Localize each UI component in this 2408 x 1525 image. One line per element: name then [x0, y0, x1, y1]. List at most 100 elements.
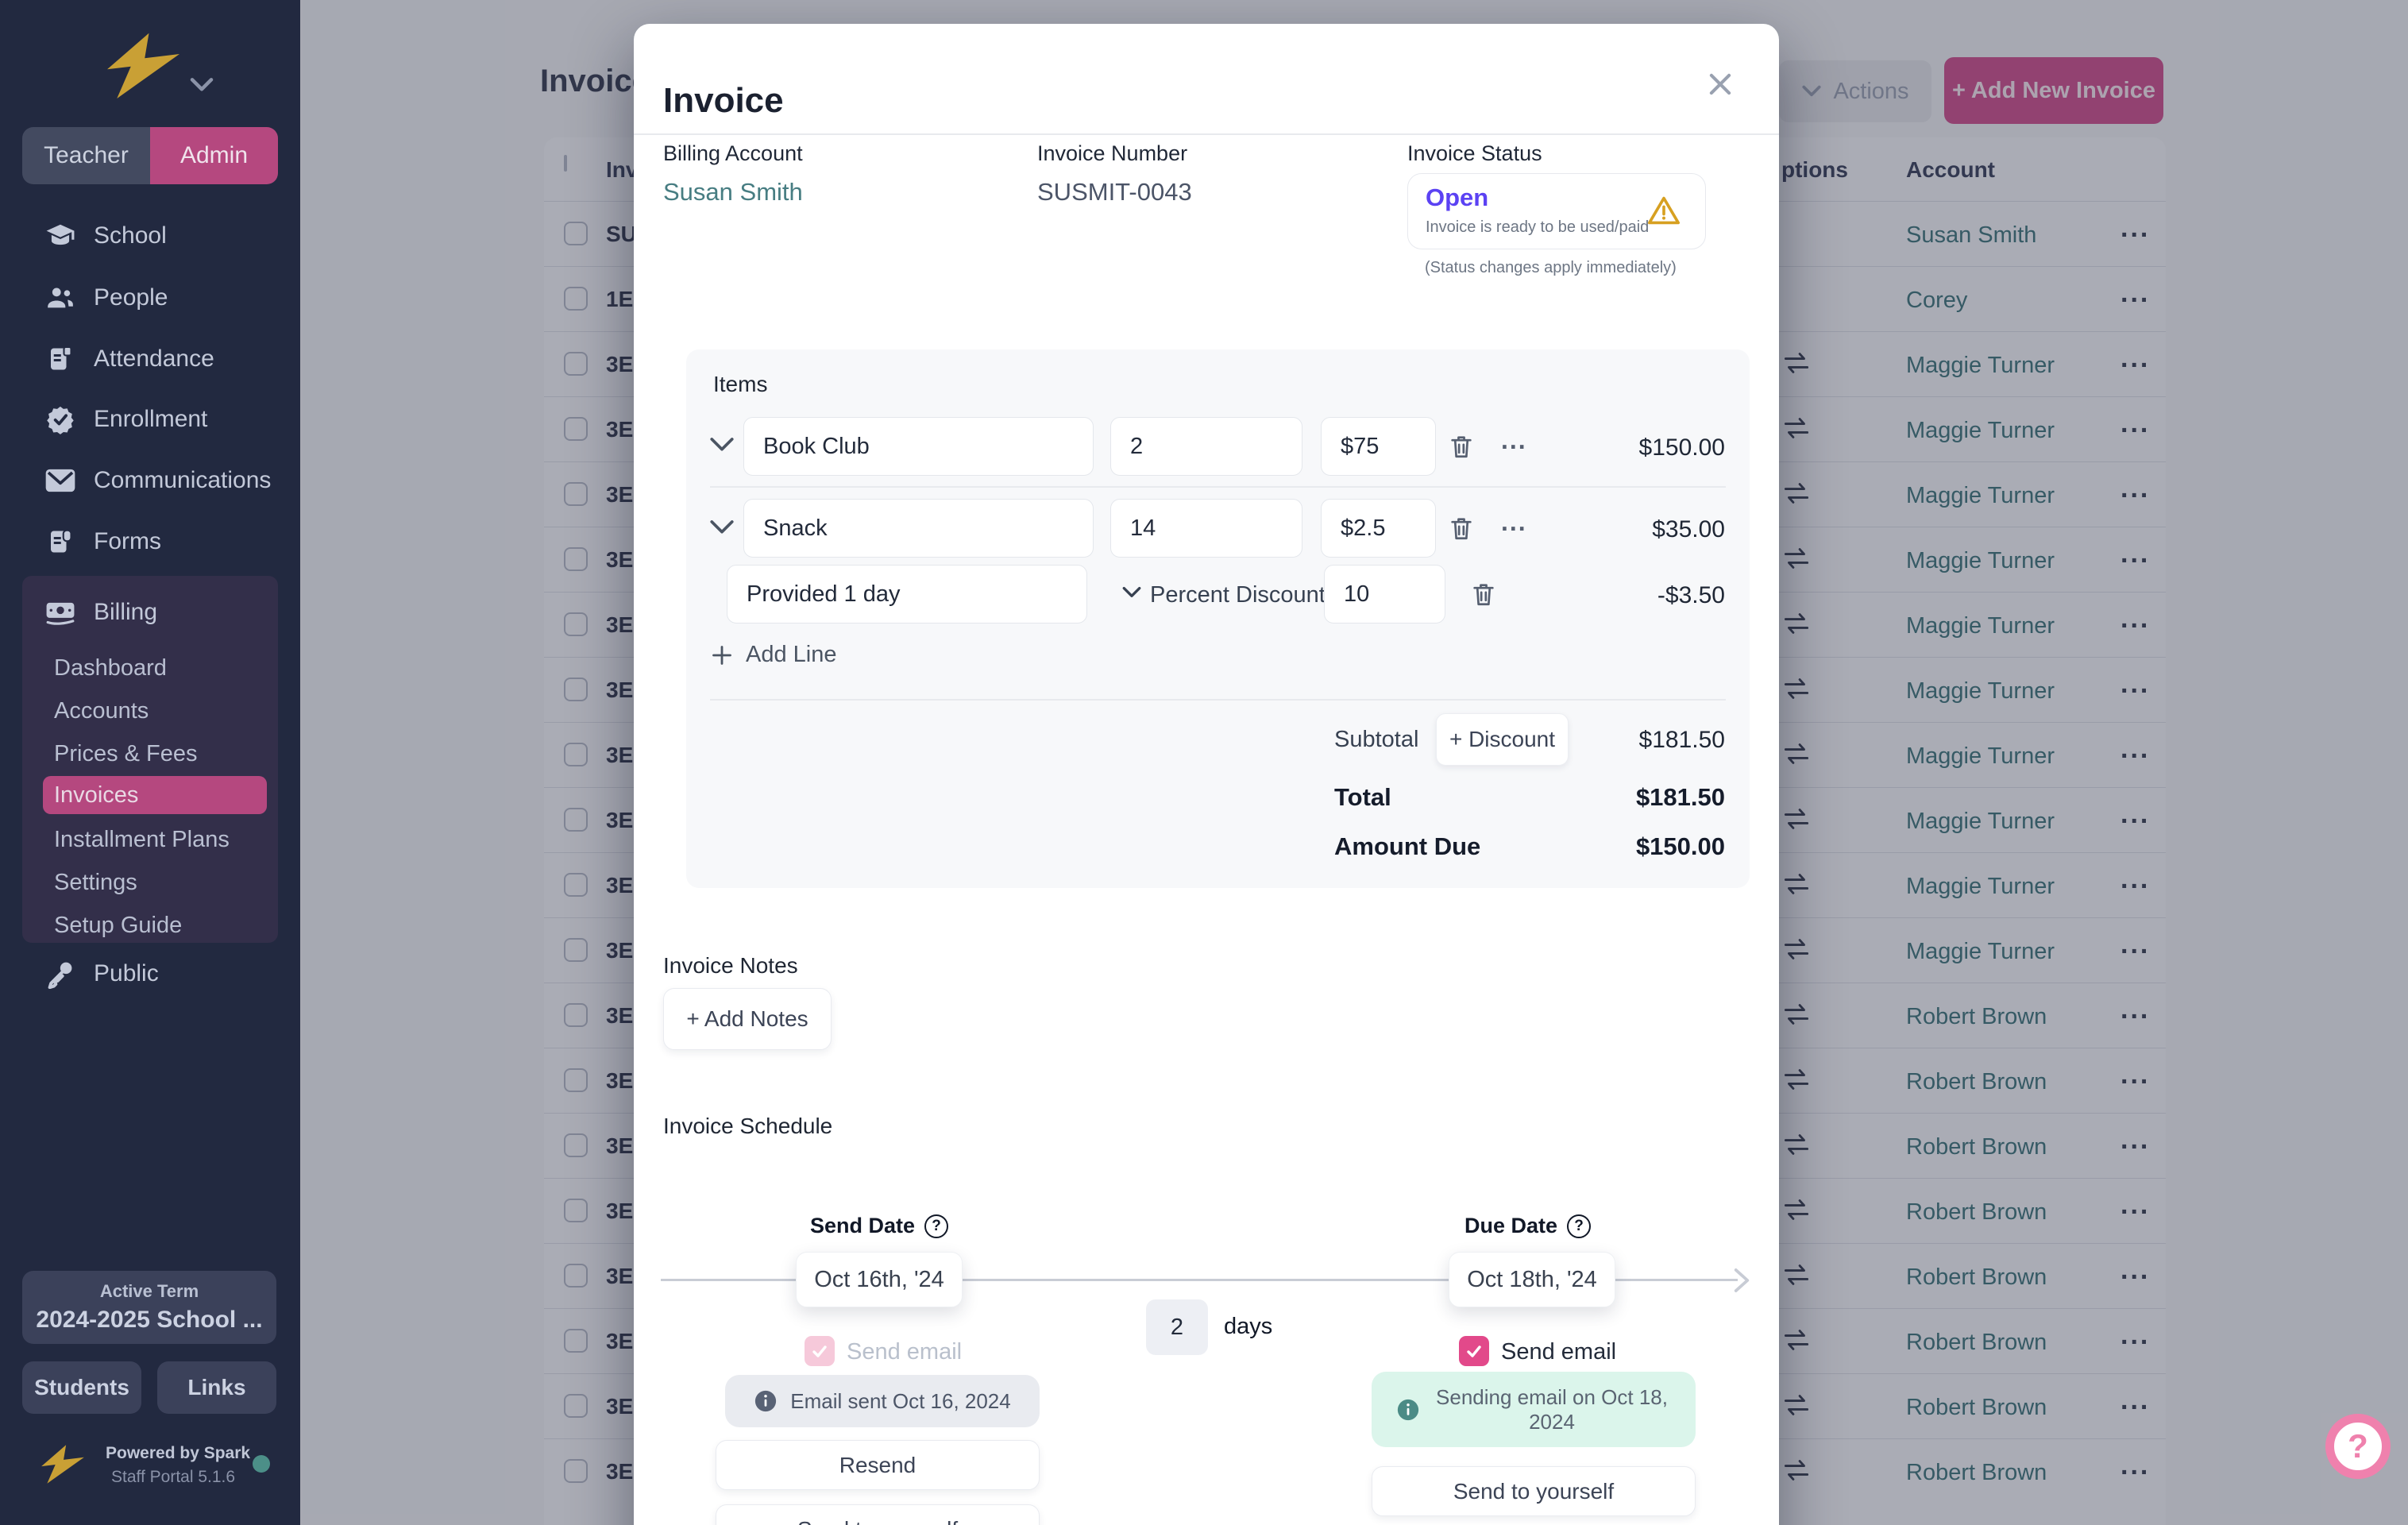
item-qty-input[interactable]	[1110, 499, 1302, 558]
role-toggle[interactable]: Teacher Admin	[22, 127, 278, 184]
row-account-link[interactable]: Maggie Turner	[1906, 678, 2055, 704]
row-checkbox[interactable]	[564, 222, 588, 245]
sidebar-item-installment-plans[interactable]: Installment Plans	[54, 826, 230, 852]
sidebar-item-prices-fees[interactable]: Prices & Fees	[54, 740, 198, 766]
row-checkbox[interactable]	[564, 1199, 588, 1222]
add-line-button[interactable]: Add Line	[711, 642, 837, 668]
item-expand-icon[interactable]	[708, 518, 735, 537]
row-checkbox[interactable]	[564, 1264, 588, 1288]
row-account-link[interactable]: Maggie Turner	[1906, 613, 2055, 639]
trash-icon[interactable]	[1445, 512, 1477, 544]
row-menu-button[interactable]: ...	[2121, 473, 2151, 504]
row-checkbox[interactable]	[564, 1394, 588, 1418]
row-account-link[interactable]: Maggie Turner	[1906, 809, 2055, 834]
row-checkbox[interactable]	[564, 417, 588, 441]
discount-type-label[interactable]: Percent Discount	[1150, 582, 1326, 608]
row-menu-button[interactable]: ...	[2121, 213, 2151, 243]
help-icon[interactable]: ?	[924, 1214, 949, 1238]
row-account-link[interactable]: Maggie Turner	[1906, 548, 2055, 573]
days-gap-input[interactable]	[1146, 1299, 1208, 1355]
row-menu-button[interactable]: ...	[2121, 929, 2151, 959]
row-checkbox[interactable]	[564, 1133, 588, 1157]
billing-account-link[interactable]: Susan Smith	[663, 178, 803, 206]
row-checkbox[interactable]	[564, 482, 588, 506]
row-checkbox[interactable]	[564, 1459, 588, 1483]
row-menu-button[interactable]: ...	[2121, 408, 2151, 438]
trash-icon[interactable]	[1445, 430, 1477, 462]
sidebar-item-communications[interactable]: Communications	[0, 457, 300, 504]
send-to-yourself-button[interactable]: Send to yourself	[1372, 1466, 1696, 1516]
table-row[interactable]: 3E Maggie Turner ...	[544, 917, 2166, 983]
trash-icon[interactable]	[1468, 578, 1499, 610]
item-price-input[interactable]	[1321, 499, 1436, 558]
row-checkbox[interactable]	[564, 287, 588, 311]
row-checkbox[interactable]	[564, 678, 588, 701]
row-menu-button[interactable]: ...	[2121, 1450, 2151, 1481]
row-menu-button[interactable]: ...	[2121, 539, 2151, 569]
table-row[interactable]: 3E Robert Brown ...	[544, 1048, 2166, 1113]
row-menu-button[interactable]: ...	[2121, 734, 2151, 764]
row-account-link[interactable]: Robert Brown	[1906, 1069, 2047, 1095]
row-account-link[interactable]: Robert Brown	[1906, 1460, 2047, 1485]
row-account-link[interactable]: Robert Brown	[1906, 1264, 2047, 1290]
add-discount-button[interactable]: + Discount	[1436, 713, 1569, 766]
row-account-link[interactable]: Maggie Turner	[1906, 353, 2055, 378]
send-to-yourself-button[interactable]: Send to yourself	[716, 1504, 1040, 1525]
row-menu-button[interactable]: ...	[2121, 1125, 2151, 1155]
sidebar-item-public[interactable]: Public	[0, 950, 300, 998]
due-date-picker[interactable]: Oct 18th, '24	[1449, 1252, 1615, 1307]
invoice-status-selector[interactable]: Open Invoice is ready to be used/paid	[1407, 173, 1706, 249]
row-account-link[interactable]: Maggie Turner	[1906, 874, 2055, 899]
row-menu-button[interactable]: ...	[2121, 994, 2151, 1025]
row-menu-button[interactable]: ...	[2121, 799, 2151, 829]
toggle-teacher[interactable]: Teacher	[22, 127, 150, 184]
item-name-input[interactable]	[743, 499, 1094, 558]
sidebar-item-enrollment[interactable]: Enrollment	[0, 396, 300, 443]
row-account-link[interactable]: Robert Brown	[1906, 1134, 2047, 1160]
row-account-link[interactable]: Susan Smith	[1906, 222, 2037, 248]
row-menu-button[interactable]: ...	[2121, 343, 2151, 373]
column-header-options[interactable]: ptions	[1781, 157, 1848, 182]
row-checkbox[interactable]	[564, 743, 588, 766]
row-menu-button[interactable]: ...	[2121, 604, 2151, 634]
discount-name-input[interactable]	[727, 565, 1087, 624]
row-account-link[interactable]: Robert Brown	[1906, 1199, 2047, 1225]
item-name-input[interactable]	[743, 417, 1094, 476]
sidebar-item-invoices[interactable]: Invoices	[43, 776, 267, 814]
chevron-down-icon[interactable]	[1121, 585, 1142, 600]
row-checkbox[interactable]	[564, 1003, 588, 1027]
close-icon[interactable]	[1698, 62, 1742, 106]
sidebar-item-settings[interactable]: Settings	[54, 869, 137, 895]
sidebar-item-billing[interactable]: Billing	[0, 590, 300, 635]
sidebar-item-school[interactable]: School	[0, 212, 300, 260]
row-menu-button[interactable]: ...	[2121, 278, 2151, 308]
actions-dropdown[interactable]: Actions	[1779, 60, 1931, 122]
students-button[interactable]: Students	[22, 1361, 141, 1414]
row-checkbox[interactable]	[564, 1329, 588, 1353]
links-button[interactable]: Links	[157, 1361, 276, 1414]
send-date-picker[interactable]: Oct 16th, '24	[796, 1252, 963, 1307]
row-checkbox[interactable]	[564, 873, 588, 897]
resend-button[interactable]: Resend	[716, 1440, 1040, 1490]
row-account-link[interactable]: Maggie Turner	[1906, 418, 2055, 443]
sidebar-item-setup-guide[interactable]: Setup Guide	[54, 912, 183, 938]
row-checkbox[interactable]	[564, 547, 588, 571]
row-menu-button[interactable]: ...	[2121, 669, 2151, 699]
help-button[interactable]: ?	[2325, 1414, 2391, 1479]
app-logo[interactable]	[0, 22, 300, 102]
row-checkbox[interactable]	[564, 1068, 588, 1092]
row-menu-button[interactable]: ...	[2121, 1060, 2151, 1090]
item-menu-button[interactable]: ...	[1501, 508, 1527, 536]
row-account-link[interactable]: Robert Brown	[1906, 1330, 2047, 1355]
sidebar-item-attendance[interactable]: Attendance	[0, 335, 300, 383]
column-header-account[interactable]: Account	[1906, 157, 1995, 182]
row-menu-button[interactable]: ...	[2121, 1255, 2151, 1285]
row-menu-button[interactable]: ...	[2121, 1385, 2151, 1415]
sidebar-item-people[interactable]: People	[0, 274, 300, 322]
row-menu-button[interactable]: ...	[2121, 1190, 2151, 1220]
row-checkbox[interactable]	[564, 352, 588, 376]
row-checkbox[interactable]	[564, 808, 588, 832]
send-email-checkbox[interactable]	[1459, 1336, 1489, 1366]
row-account-link[interactable]: Robert Brown	[1906, 1004, 2047, 1029]
table-row[interactable]: 3E Maggie Turner ...	[544, 722, 2166, 787]
